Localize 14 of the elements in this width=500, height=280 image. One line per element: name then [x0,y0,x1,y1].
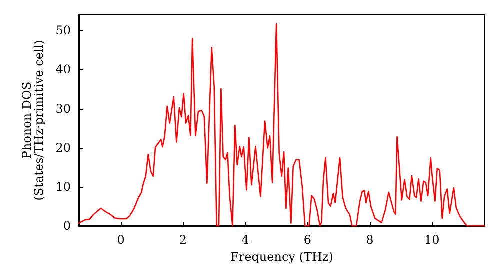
y-tick-label: 0 [63,219,71,233]
x-tick-label: 10 [424,233,440,247]
x-tick-label: 0 [117,233,125,247]
x-axis-title: Frequency (THz) [230,250,334,264]
x-tick-label: 2 [179,233,188,247]
y-tick-label: 50 [56,24,71,38]
y-tick-label: 40 [56,62,71,77]
y-tick-label: 30 [56,102,71,116]
y-tick-label: 10 [56,180,71,194]
x-tick-label: 4 [242,233,250,247]
y-axis-title: Phonon DOS (States/THz·primitive cell) [20,40,46,201]
y-tick-label: 20 [56,140,71,155]
x-tick-label: 8 [366,233,374,247]
x-tick-label: 6 [304,233,312,247]
